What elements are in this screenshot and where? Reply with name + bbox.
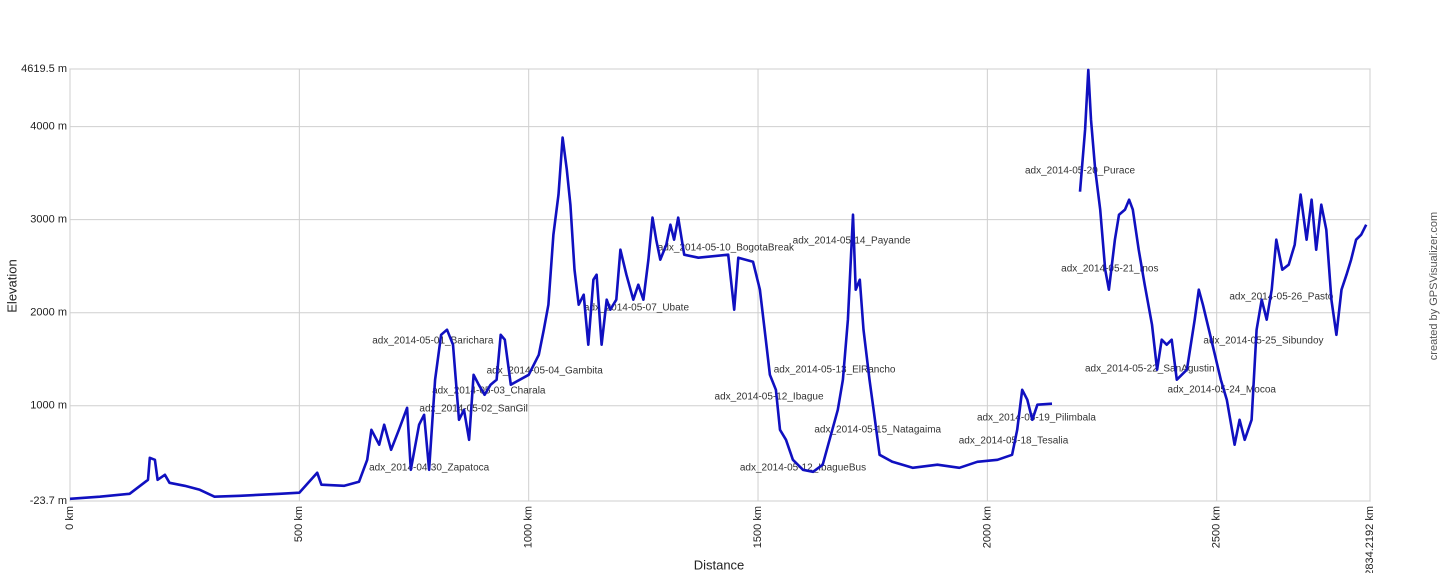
y-tick-label: 4619.5 m	[21, 63, 67, 75]
elevation-line	[69, 68, 1368, 501]
waypoint-label: adx_2014-05-12_Ibague	[715, 391, 824, 402]
x-tick-label: 1500 km	[752, 506, 764, 548]
waypoint-label: adx_2014-05-01_Barichara	[372, 335, 494, 346]
x-tick-label: 2000 km	[981, 506, 993, 548]
waypoint-label: adx_2014-05-19_Pilimbala	[977, 412, 1096, 423]
waypoint-label: adx_2014-05-15_Natagaima	[814, 424, 941, 435]
plot-frame	[69, 68, 1371, 502]
y-tick-label: 2000 m	[30, 307, 67, 319]
x-tick-label: 2834.2192 km	[1364, 506, 1376, 573]
waypoint-label: adx_2014-05-04_Gambita	[487, 365, 604, 376]
waypoint-label: adx_2014-05-03_Charala	[432, 385, 546, 396]
y-tick-label: 3000 m	[30, 214, 67, 226]
waypoint-label: adx_2014-05-26_Pasto	[1229, 291, 1333, 302]
y-tick-label: 1000 m	[30, 400, 67, 412]
waypoint-label: adx_2014-05-25_Sibundoy	[1203, 335, 1323, 346]
waypoint-label: adx_2014-05-10_BogotaBreak	[658, 242, 795, 253]
y-tick-label: 4000 m	[30, 121, 67, 133]
x-tick-label: 2500 km	[1211, 506, 1223, 548]
waypoint-label: adx_2014-05-02_SanGil	[419, 403, 527, 414]
x-axis-label: Distance	[694, 557, 745, 572]
y-tick-label: -23.7 m	[30, 495, 67, 507]
x-tick-label: 0 km	[64, 506, 76, 530]
waypoint-label: adx_2014-05-20_Purace	[1025, 165, 1136, 176]
waypoint-label: adx_2014-05-13_ElRancho	[774, 364, 896, 375]
y-axis-label: Elevation	[4, 259, 19, 312]
waypoint-label: adx_2014-05-22_SanAgustin	[1085, 363, 1215, 374]
waypoint-label: adx_2014-05-21_Inos	[1061, 263, 1158, 274]
waypoint-label: adx_2014-05-07_Ubate	[584, 302, 690, 313]
credit: created by GPSVisualizer.com	[1428, 212, 1440, 360]
x-tick-label: 500 km	[293, 506, 305, 542]
waypoint-label: adx_2014-05-24_Mocoa	[1168, 384, 1277, 395]
x-tick-label: 1000 km	[523, 506, 535, 548]
